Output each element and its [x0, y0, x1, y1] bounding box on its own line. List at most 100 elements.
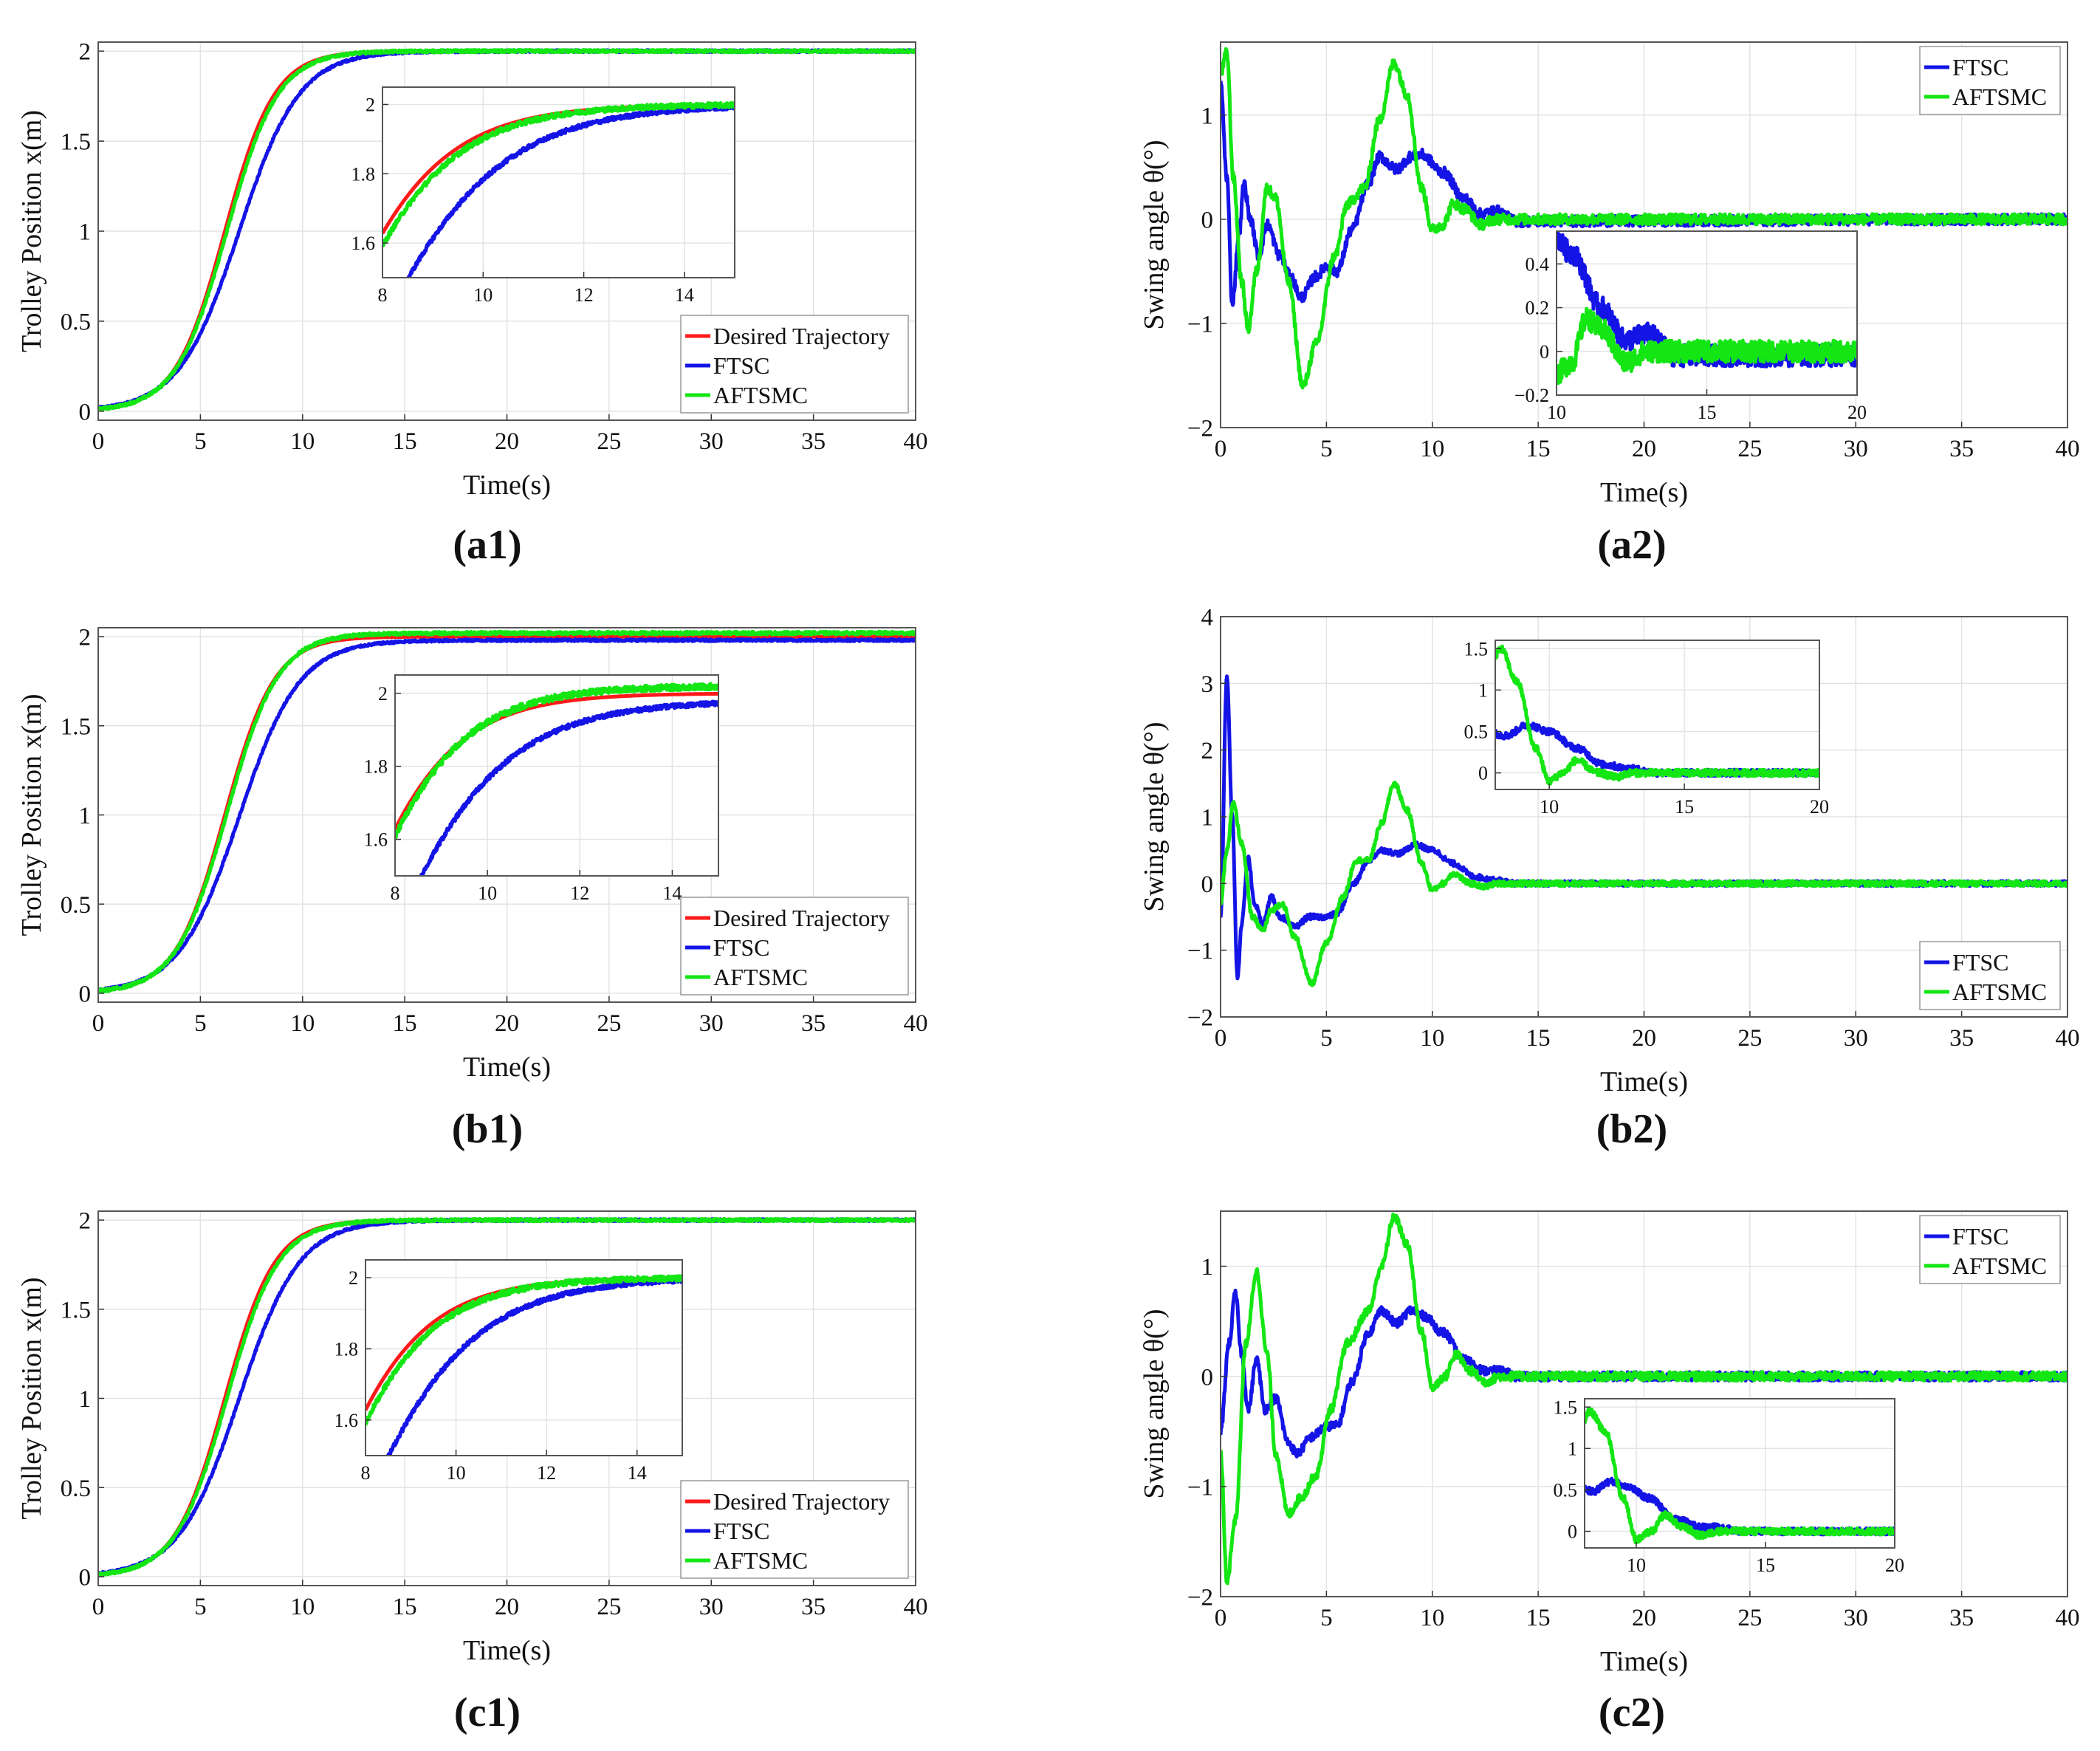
panel-c2-xtick-label: 25 — [1737, 1605, 1762, 1631]
panel-a2-xtick-label: 5 — [1320, 436, 1333, 462]
panel-b1-xtick-label: 40 — [904, 1010, 928, 1037]
panel-c2-inset-line-aftsmc — [1585, 1407, 1895, 1545]
panel-c2-xtick-label: 20 — [1632, 1605, 1656, 1631]
panel-b2-ytick-label: 0 — [1201, 871, 1214, 898]
panel-b1-xtick-label: 25 — [597, 1010, 621, 1037]
panel-c1-inset-xtick-label: 12 — [537, 1462, 556, 1484]
panel-b2-legend-label: FTSC — [1952, 949, 2008, 976]
panel-c2-ytick-label: 1 — [1201, 1254, 1214, 1281]
panel-c2-legend-label: AFTSMC — [1952, 1253, 2047, 1279]
panel-a2-inset-ytick-label: 0.4 — [1526, 254, 1550, 275]
panel-c1-legend-box — [680, 1480, 909, 1579]
panel-b1-inset: 8 10 12 14 1.6 1.8 2 — [364, 674, 719, 904]
panel-a1-inset-ytick-label: 2 — [366, 95, 375, 116]
panel-c2-xtick-label: 30 — [1844, 1605, 1868, 1631]
panel-b1-legend-label: FTSC — [713, 934, 769, 961]
panel-c1-xtick-label: 10 — [290, 1594, 315, 1620]
panel-c1-ytick-label: 2 — [79, 1208, 92, 1235]
panel-c1-xtick-label: 40 — [904, 1594, 928, 1620]
panel-b2-inset-line-aftsmc — [1495, 644, 1819, 786]
panel-b2-ylabel: Swing angle θ(°) — [1139, 722, 1170, 911]
panel-c2-inset-frame — [1584, 1398, 1895, 1549]
panel-a2-xtick-label: 40 — [2056, 436, 2080, 462]
panel-a2: 0 5 10 15 20 25 30 35 40 −2 −1 0 1 Time(s) Swing angle… — [1139, 41, 2080, 568]
panel-b1-xtick-label: 10 — [290, 1010, 315, 1037]
panel-a2-legend-label: AFTSMC — [1952, 83, 2047, 110]
panel-b1-inset-xtick-label: 14 — [662, 883, 682, 904]
panel-c1: 0 5 10 15 20 25 30 35 40 0 0.5 1 1.5 2 Time(s) Trolley … — [16, 1208, 928, 1735]
panel-b2-caption: (b2) — [1596, 1106, 1667, 1152]
panel-b1-inset-frame — [394, 674, 719, 877]
panel-b1-line-aftsmc — [98, 629, 916, 994]
panel-b1-xtick-label: 35 — [801, 1010, 826, 1037]
panel-c1-frame — [97, 1210, 916, 1586]
panel-c2-line-aftsmc — [1221, 1213, 2068, 1586]
panel-b1-inset-line-aftsmc — [395, 682, 718, 840]
panel-b2-inset-ytick-label: 0.5 — [1464, 722, 1489, 743]
panel-a1-xlabel: Time(s) — [463, 470, 551, 501]
panel-b2-legend-box — [1919, 941, 2061, 1010]
panel-c1-xtick-label: 30 — [699, 1594, 724, 1620]
panel-b2-inset: 10 15 20 0 0.5 1 1.5 — [1464, 638, 1830, 818]
panel-b2-inset-xtick-label: 20 — [1810, 796, 1829, 818]
panel-b1-ytick-label: 1.5 — [61, 713, 91, 740]
panel-b2-inset-ytick-label: 1 — [1478, 679, 1488, 701]
panel-c1-line-aftsmc — [98, 1216, 916, 1577]
panel-c2-legend-box — [1919, 1215, 2061, 1284]
panel-a1-inset-plot-area — [382, 87, 735, 278]
panel-b1-ytick-label: 1 — [79, 803, 92, 829]
panel-c2-inset-ytick-label: 1 — [1568, 1438, 1577, 1459]
panel-c1-ytick-label: 0.5 — [61, 1476, 91, 1502]
panel-c2-xtick-label: 0 — [1215, 1605, 1227, 1631]
panel-c2-frame — [1220, 1210, 2068, 1597]
panel-b1-xtick-label: 20 — [495, 1010, 519, 1037]
panel-a1-legend-label: Desired Trajectory — [713, 323, 890, 349]
panel-c1-inset-line-ftsc — [385, 1277, 682, 1456]
panel-c2-ytick-label: 0 — [1201, 1364, 1214, 1391]
panel-b1: 0 5 10 15 20 25 30 35 40 0 0.5 1 1.5 2 Time(s) Trolley … — [16, 625, 928, 1152]
panel-c1-xtick-label: 15 — [393, 1594, 417, 1620]
panel-b2-xtick-label: 25 — [1737, 1025, 1762, 1052]
panel-c2-inset: 10 15 20 0 0.5 1 1.5 — [1554, 1397, 1905, 1576]
panel-a1-caption: (a1) — [453, 522, 521, 568]
panel-a1: 0 5 10 15 20 25 30 35 40 0 0.5 1 1.5 2 Time(s) Trolley … — [16, 39, 928, 568]
panel-a1-xtick-label: 35 — [801, 428, 826, 455]
panel-c1-inset-xtick-label: 14 — [628, 1462, 647, 1484]
panel-c1-xtick-label: 25 — [597, 1594, 621, 1620]
panel-c1-inset-xtick-label: 10 — [447, 1462, 466, 1484]
panel-b2-xtick-label: 5 — [1320, 1025, 1333, 1052]
panel-b1-caption: (b1) — [452, 1106, 523, 1152]
panel-c2-xtick-label: 5 — [1320, 1605, 1333, 1631]
panel-c1-ytick-label: 1 — [79, 1386, 92, 1413]
panel-a2-legend-label: FTSC — [1952, 54, 2008, 80]
panel-c1-ytick-label: 1.5 — [61, 1297, 91, 1323]
panel-a2-ytick-label: −2 — [1187, 416, 1213, 442]
panel-c2-inset-xtick-label: 10 — [1627, 1555, 1646, 1576]
panel-a2-ylabel: Swing angle θ(°) — [1139, 140, 1170, 329]
panel-b2-xtick-label: 30 — [1844, 1025, 1868, 1052]
panel-c2-xtick-label: 35 — [1949, 1605, 1974, 1631]
panel-b1-inset-ytick-label: 1.8 — [364, 756, 388, 778]
panel-a1-inset-ytick-label: 1.6 — [351, 233, 376, 254]
panel-a2-inset-line-aftsmc — [1557, 306, 1857, 386]
panel-c1-xtick-label: 20 — [495, 1594, 519, 1620]
panel-b2-legend-label: AFTSMC — [1952, 979, 2047, 1005]
panel-a1-inset-line-aftsmc — [382, 100, 735, 247]
panel-c1-ytick-label: 0 — [79, 1564, 92, 1591]
panel-c2-ylabel: Swing angle θ(°) — [1139, 1309, 1170, 1498]
panel-a2-line-aftsmc — [1221, 47, 2068, 390]
panel-a2-inset-ytick-label: 0.2 — [1526, 298, 1550, 319]
panel-c1-inset-line-aftsmc — [366, 1274, 682, 1426]
panel-c2-ytick-label: −2 — [1187, 1585, 1213, 1611]
panel-a1-ylabel: Trolley Position x(m) — [16, 110, 47, 352]
panel-b2-inset-ytick-label: 1.5 — [1464, 638, 1489, 659]
panel-b2-ytick-label: 4 — [1201, 605, 1214, 631]
panel-c1-caption: (c1) — [454, 1690, 521, 1735]
panel-a1-inset: 8 10 12 14 1.6 1.8 2 — [351, 86, 735, 306]
panel-c1-legend-label: AFTSMC — [713, 1547, 808, 1574]
panel-b2-ytick-label: −2 — [1187, 1005, 1213, 1032]
panel-a2-inset-ytick-label: 0 — [1540, 341, 1549, 363]
panel-a1-xtick-label: 25 — [597, 428, 621, 455]
panel-c1-inset: 8 10 12 14 1.6 1.8 2 — [334, 1259, 683, 1484]
